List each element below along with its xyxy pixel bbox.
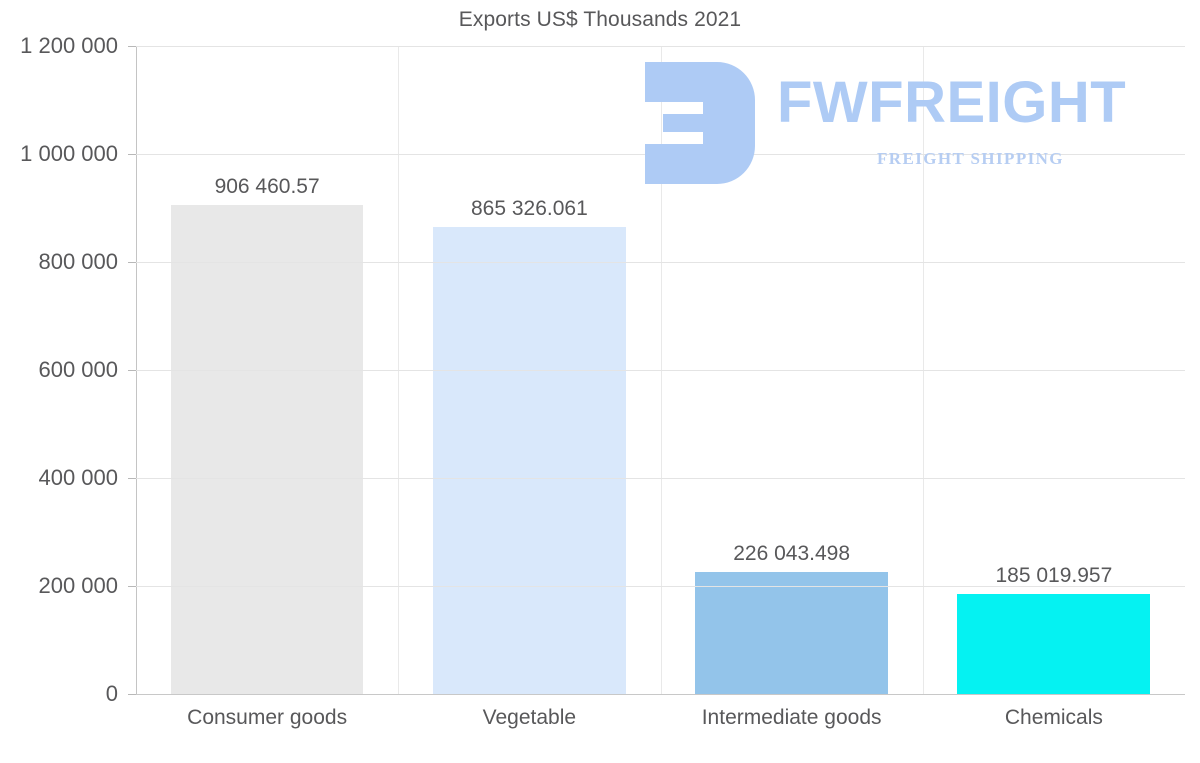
y-tick-label: 1 200 000 — [20, 33, 118, 58]
gridline-horizontal — [136, 370, 1185, 371]
gridline-horizontal — [136, 262, 1185, 263]
gridline-horizontal — [136, 694, 1185, 695]
chart-title: Exports US$ Thousands 2021 — [458, 8, 742, 31]
bar-value-label: 226 043.498 — [733, 541, 851, 565]
bar-value-label: 906 460.57 — [214, 174, 320, 198]
y-tick-mark — [128, 370, 136, 371]
gridline-horizontal — [136, 586, 1185, 587]
x-tick-label: Intermediate goods — [701, 706, 882, 729]
bar-value-label: 865 326.061 — [470, 196, 588, 220]
y-tick-mark — [128, 478, 136, 479]
bar-intermediate-goods[interactable] — [695, 571, 888, 694]
bar-vegetable[interactable] — [432, 226, 626, 694]
x-tick-label: Consumer goods — [187, 706, 348, 729]
bar-consumer-goods[interactable] — [170, 204, 364, 694]
y-tick-mark — [128, 46, 136, 47]
y-tick-label: 200 000 — [38, 573, 118, 598]
y-tick-label: 0 — [105, 681, 118, 706]
gridline-horizontal — [136, 478, 1185, 479]
y-tick-label: 400 000 — [38, 465, 118, 490]
y-tick-label: 800 000 — [38, 249, 118, 274]
gridline-horizontal — [136, 154, 1185, 155]
y-tick-label: 600 000 — [38, 357, 118, 382]
plot-area — [136, 46, 1185, 695]
y-tick-mark — [128, 262, 136, 263]
y-tick-mark — [128, 694, 136, 695]
gridline-horizontal — [136, 46, 1185, 47]
bar-value-label: 185 019.957 — [995, 564, 1113, 588]
bar-chemicals[interactable] — [957, 594, 1151, 694]
y-tick-mark — [128, 586, 136, 587]
y-tick-label: 1 000 000 — [20, 141, 118, 166]
y-tick-mark — [128, 154, 136, 155]
x-tick-label: Chemicals — [1004, 706, 1103, 729]
x-tick-label: Vegetable — [482, 706, 577, 729]
